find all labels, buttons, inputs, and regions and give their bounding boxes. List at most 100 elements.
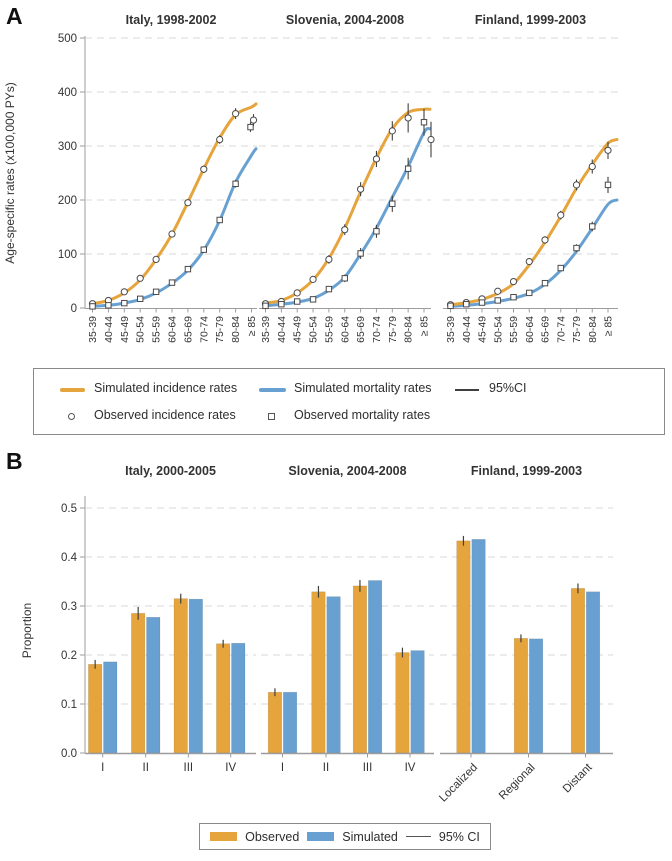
x-tick-label: 55-59 [151,316,163,343]
bar-observed [395,652,410,754]
panel-b-label: B [6,448,23,474]
y-tick-label: 0.2 [61,650,77,662]
observed-mortality-marker [389,200,396,207]
category-label: III [184,762,194,774]
observed-mortality-marker [184,265,192,273]
bar-simulated [103,661,118,754]
category-label: II [323,762,329,774]
x-tick-label: 40-44 [461,316,473,343]
y-tick-label: 0.4 [61,552,78,564]
bar-observed [267,691,283,754]
observed-mortality-marker [262,302,269,310]
observed-mortality-marker [216,216,223,224]
panel-b-legend: Observed Simulated 95% CI [199,823,491,850]
subplot-title: Finland, 1999-2003 [475,13,586,27]
simulated-bar-swatch [307,832,335,841]
observed-incidence-marker [557,211,565,219]
observed-mortality-marker [278,301,285,308]
observed-mortality-marker [541,279,549,287]
bar-observed [311,591,326,754]
x-tick-label: 60-64 [167,316,179,343]
observed-incidence-marker [604,146,612,154]
legend-label-observed-mortality: Observed mortality rates [294,408,431,422]
x-tick-label: 50-54 [135,316,147,343]
observed-incidence-marker [427,135,435,144]
observed-incidence-marker [509,277,518,286]
y-tick-label: 0.0 [61,748,77,760]
observed-mortality-marker [232,180,239,188]
observed-mortality-marker [478,299,486,306]
category-label: III [363,762,373,774]
x-tick-label: 80-84 [587,316,599,343]
subplot-title: Italy, 1998-2002 [126,13,217,27]
ci-95-swatch [405,836,431,837]
bar-observed [88,664,103,754]
simulated-incidence-curve [91,102,258,306]
bar-simulated [188,598,203,754]
x-tick-label: 45-49 [119,316,131,343]
x-tick-label: 80-84 [230,316,242,343]
observed-incidence-marker [357,185,365,193]
observed-incidence-marker [168,230,176,238]
x-tick-label: ≥ 85 [246,316,258,337]
y-tick-label: 100 [58,249,77,261]
category-label: I [281,762,284,774]
x-tick-label: 70-74 [555,316,567,343]
x-tick-label: ≥ 85 [603,316,615,337]
observed-incidence-marker [404,114,412,122]
simulated-incidence-line-swatch [60,388,85,392]
legend-label-ci: 95%CI [489,381,527,395]
bar-simulated [585,591,601,754]
x-tick-label: 80-84 [403,316,415,343]
bar-observed [352,585,368,754]
observed-bar-swatch [210,832,238,841]
legend-label-simulated-incidence: Simulated incidence rates [94,381,238,395]
y-tick-label: 0.1 [61,699,77,711]
bar-observed [570,588,586,754]
category-label: Distant [561,761,595,795]
observed-incidence-marker [325,255,333,263]
x-tick-label: 35-39 [445,316,457,343]
x-tick-label: 65-69 [182,316,194,343]
bar-observed [173,598,188,754]
observed-mortality-marker-swatch [268,413,275,420]
observed-incidence-marker [152,255,160,263]
observed-mortality-marker [589,223,596,230]
x-tick-label: 75-79 [214,316,226,343]
panel-a-y-axis-title: Age-specific rates (x100,000 PYs) [3,82,17,263]
observed-incidence-marker [588,162,596,171]
bar-simulated [410,650,425,754]
bar-observed [513,638,529,754]
observed-mortality-marker [463,301,470,308]
x-tick-label: 70-74 [371,316,383,343]
observed-incidence-marker-swatch [68,413,75,420]
legend-label-simulated: Simulated [342,829,398,844]
x-tick-label: 35-39 [260,316,272,343]
y-tick-label: 300 [58,141,77,153]
x-tick-label: 40-44 [276,316,288,343]
y-tick-label: 0.5 [61,503,77,515]
bar-simulated [231,642,246,754]
observed-mortality-marker [573,244,580,252]
x-tick-label: 50-54 [492,316,504,343]
category-label: I [101,762,104,774]
y-tick-label: 0.3 [61,601,77,613]
x-tick-label: 65-69 [355,316,367,343]
observed-mortality-marker [294,298,301,305]
bar-simulated [367,580,383,754]
observed-incidence-marker [293,289,301,297]
observed-mortality-marker [510,294,517,301]
observed-mortality-marker [526,289,533,297]
simulated-mortality-line-swatch [259,388,286,392]
ci-line-swatch [455,389,479,391]
category-label: Regional [497,762,538,803]
observed-mortality-marker [404,165,412,172]
observed-mortality-marker [341,275,348,282]
y-tick-label: 200 [58,195,77,207]
x-tick-label: 35-39 [87,316,99,343]
observed-incidence-marker [525,257,533,266]
y-tick-label: 500 [58,33,77,45]
simulated-mortality-curve [449,198,619,308]
